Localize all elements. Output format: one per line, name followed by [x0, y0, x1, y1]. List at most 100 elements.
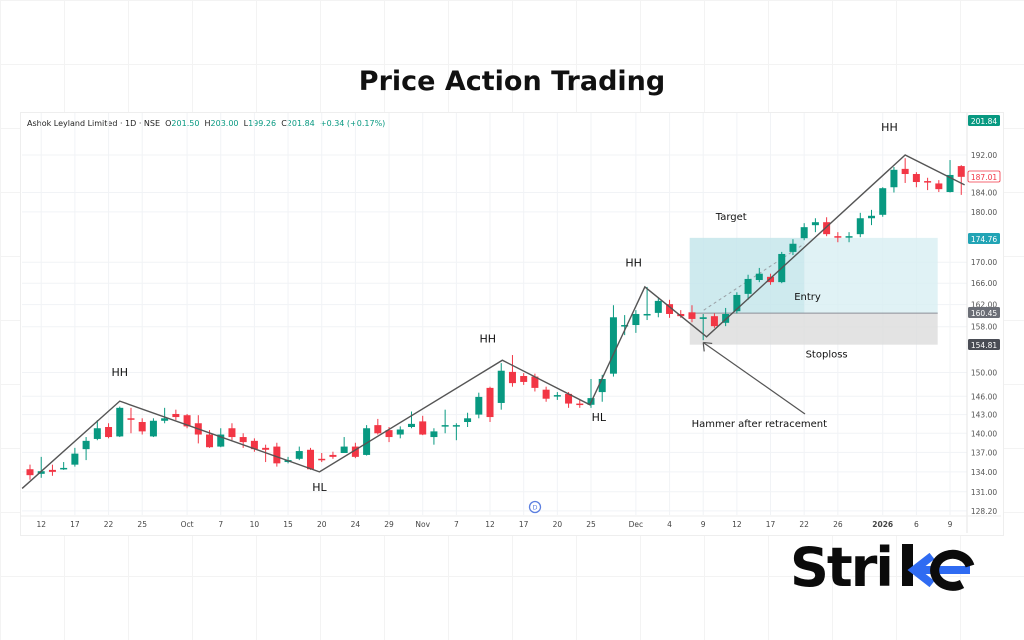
candle	[890, 167, 898, 193]
x-tick-label: 17	[70, 520, 80, 529]
candle	[396, 426, 404, 439]
candle-body	[789, 243, 797, 252]
candle-body	[924, 181, 932, 183]
annotation-label: Hammer after retracement	[692, 419, 827, 430]
x-tick-label: 22	[104, 520, 114, 529]
candle	[48, 464, 56, 476]
candle-body	[363, 428, 371, 455]
candle	[60, 462, 68, 470]
x-tick-label: 17	[766, 520, 776, 529]
y-tick-label: 128.20	[971, 507, 997, 516]
candle	[430, 428, 438, 445]
candle-body	[60, 467, 68, 470]
candle-body	[632, 313, 640, 326]
candle	[441, 409, 449, 434]
candle-body	[385, 430, 393, 438]
candle-body	[598, 378, 606, 393]
strike-logo: Stri	[790, 536, 980, 611]
candle-body	[374, 425, 382, 434]
candle	[901, 158, 909, 183]
candle	[553, 392, 561, 400]
candle	[789, 239, 797, 255]
candle-body	[250, 440, 258, 450]
event-marker-text: D	[532, 504, 537, 512]
candle	[508, 355, 516, 387]
price-label-text: 154.81	[971, 341, 997, 350]
candle-body	[116, 407, 124, 437]
y-tick-label: 192.00	[971, 151, 997, 160]
candle	[520, 373, 528, 385]
annotation-label: HL	[312, 481, 327, 494]
candle-body	[262, 447, 270, 450]
candle	[475, 392, 483, 419]
candle-body	[419, 421, 427, 435]
candle	[486, 386, 494, 423]
candle-body	[699, 317, 707, 319]
candle-body	[464, 418, 472, 423]
candle	[699, 313, 707, 341]
candle-body	[407, 423, 415, 427]
candle-body	[138, 422, 146, 432]
price-label-stop: 154.81	[968, 339, 1000, 350]
x-tick-label: Nov	[415, 520, 430, 529]
price-label-bg	[968, 115, 1000, 126]
candle	[946, 160, 954, 193]
candle	[228, 423, 236, 441]
candle-body	[329, 454, 337, 457]
candle-body	[935, 183, 943, 190]
candle	[116, 406, 124, 438]
x-tick-label: 25	[137, 520, 147, 529]
candle	[149, 418, 157, 438]
x-tick-label: 4	[667, 520, 672, 529]
candle-body	[710, 316, 718, 327]
candle-body	[396, 429, 404, 435]
low-value: 199.26	[248, 119, 277, 128]
x-tick-label: 10	[250, 520, 260, 529]
candle-body	[823, 222, 831, 235]
candle-body	[755, 273, 763, 281]
candle-body	[497, 370, 505, 403]
candle-body	[868, 215, 875, 219]
candle	[834, 232, 842, 243]
candle-body	[228, 428, 236, 438]
candle	[767, 273, 775, 285]
candle-body	[520, 376, 528, 382]
candle	[497, 363, 505, 410]
annotation-label: HH	[480, 332, 497, 345]
x-tick-label: 6	[914, 520, 919, 529]
x-tick-label: 22	[799, 520, 809, 529]
candle-body	[890, 169, 898, 188]
candle	[26, 464, 34, 480]
candle-body	[48, 469, 56, 472]
candle	[183, 413, 191, 429]
price-label-target: 174.76	[968, 233, 1000, 244]
candle	[374, 418, 382, 435]
candle-body	[149, 420, 157, 437]
event-marker-icon[interactable]: D	[528, 500, 542, 514]
candle-body	[553, 395, 561, 397]
candle-body	[239, 437, 247, 443]
candle-body	[161, 418, 169, 421]
candle-body	[643, 313, 651, 316]
price-label-text: 160.45	[971, 309, 997, 318]
candle-body	[351, 446, 359, 457]
strike-logo-mark: Stri	[790, 536, 975, 599]
candle	[935, 180, 943, 193]
candle	[744, 274, 752, 300]
stop-zone	[689, 313, 938, 345]
candle-body	[542, 389, 550, 399]
high-value: 203.00	[210, 119, 239, 128]
page-title: Price Action Trading	[358, 66, 666, 97]
candle	[868, 209, 875, 226]
y-tick-label: 180.00	[971, 208, 997, 217]
arrow-head-icon	[702, 341, 713, 352]
x-tick-label: Oct	[181, 520, 194, 529]
candle-body	[879, 188, 887, 215]
candle-body	[93, 428, 101, 439]
candle	[856, 212, 864, 238]
candle	[127, 407, 135, 434]
candle-body	[744, 278, 752, 294]
candle-body	[531, 376, 539, 388]
candle-body	[688, 312, 696, 319]
